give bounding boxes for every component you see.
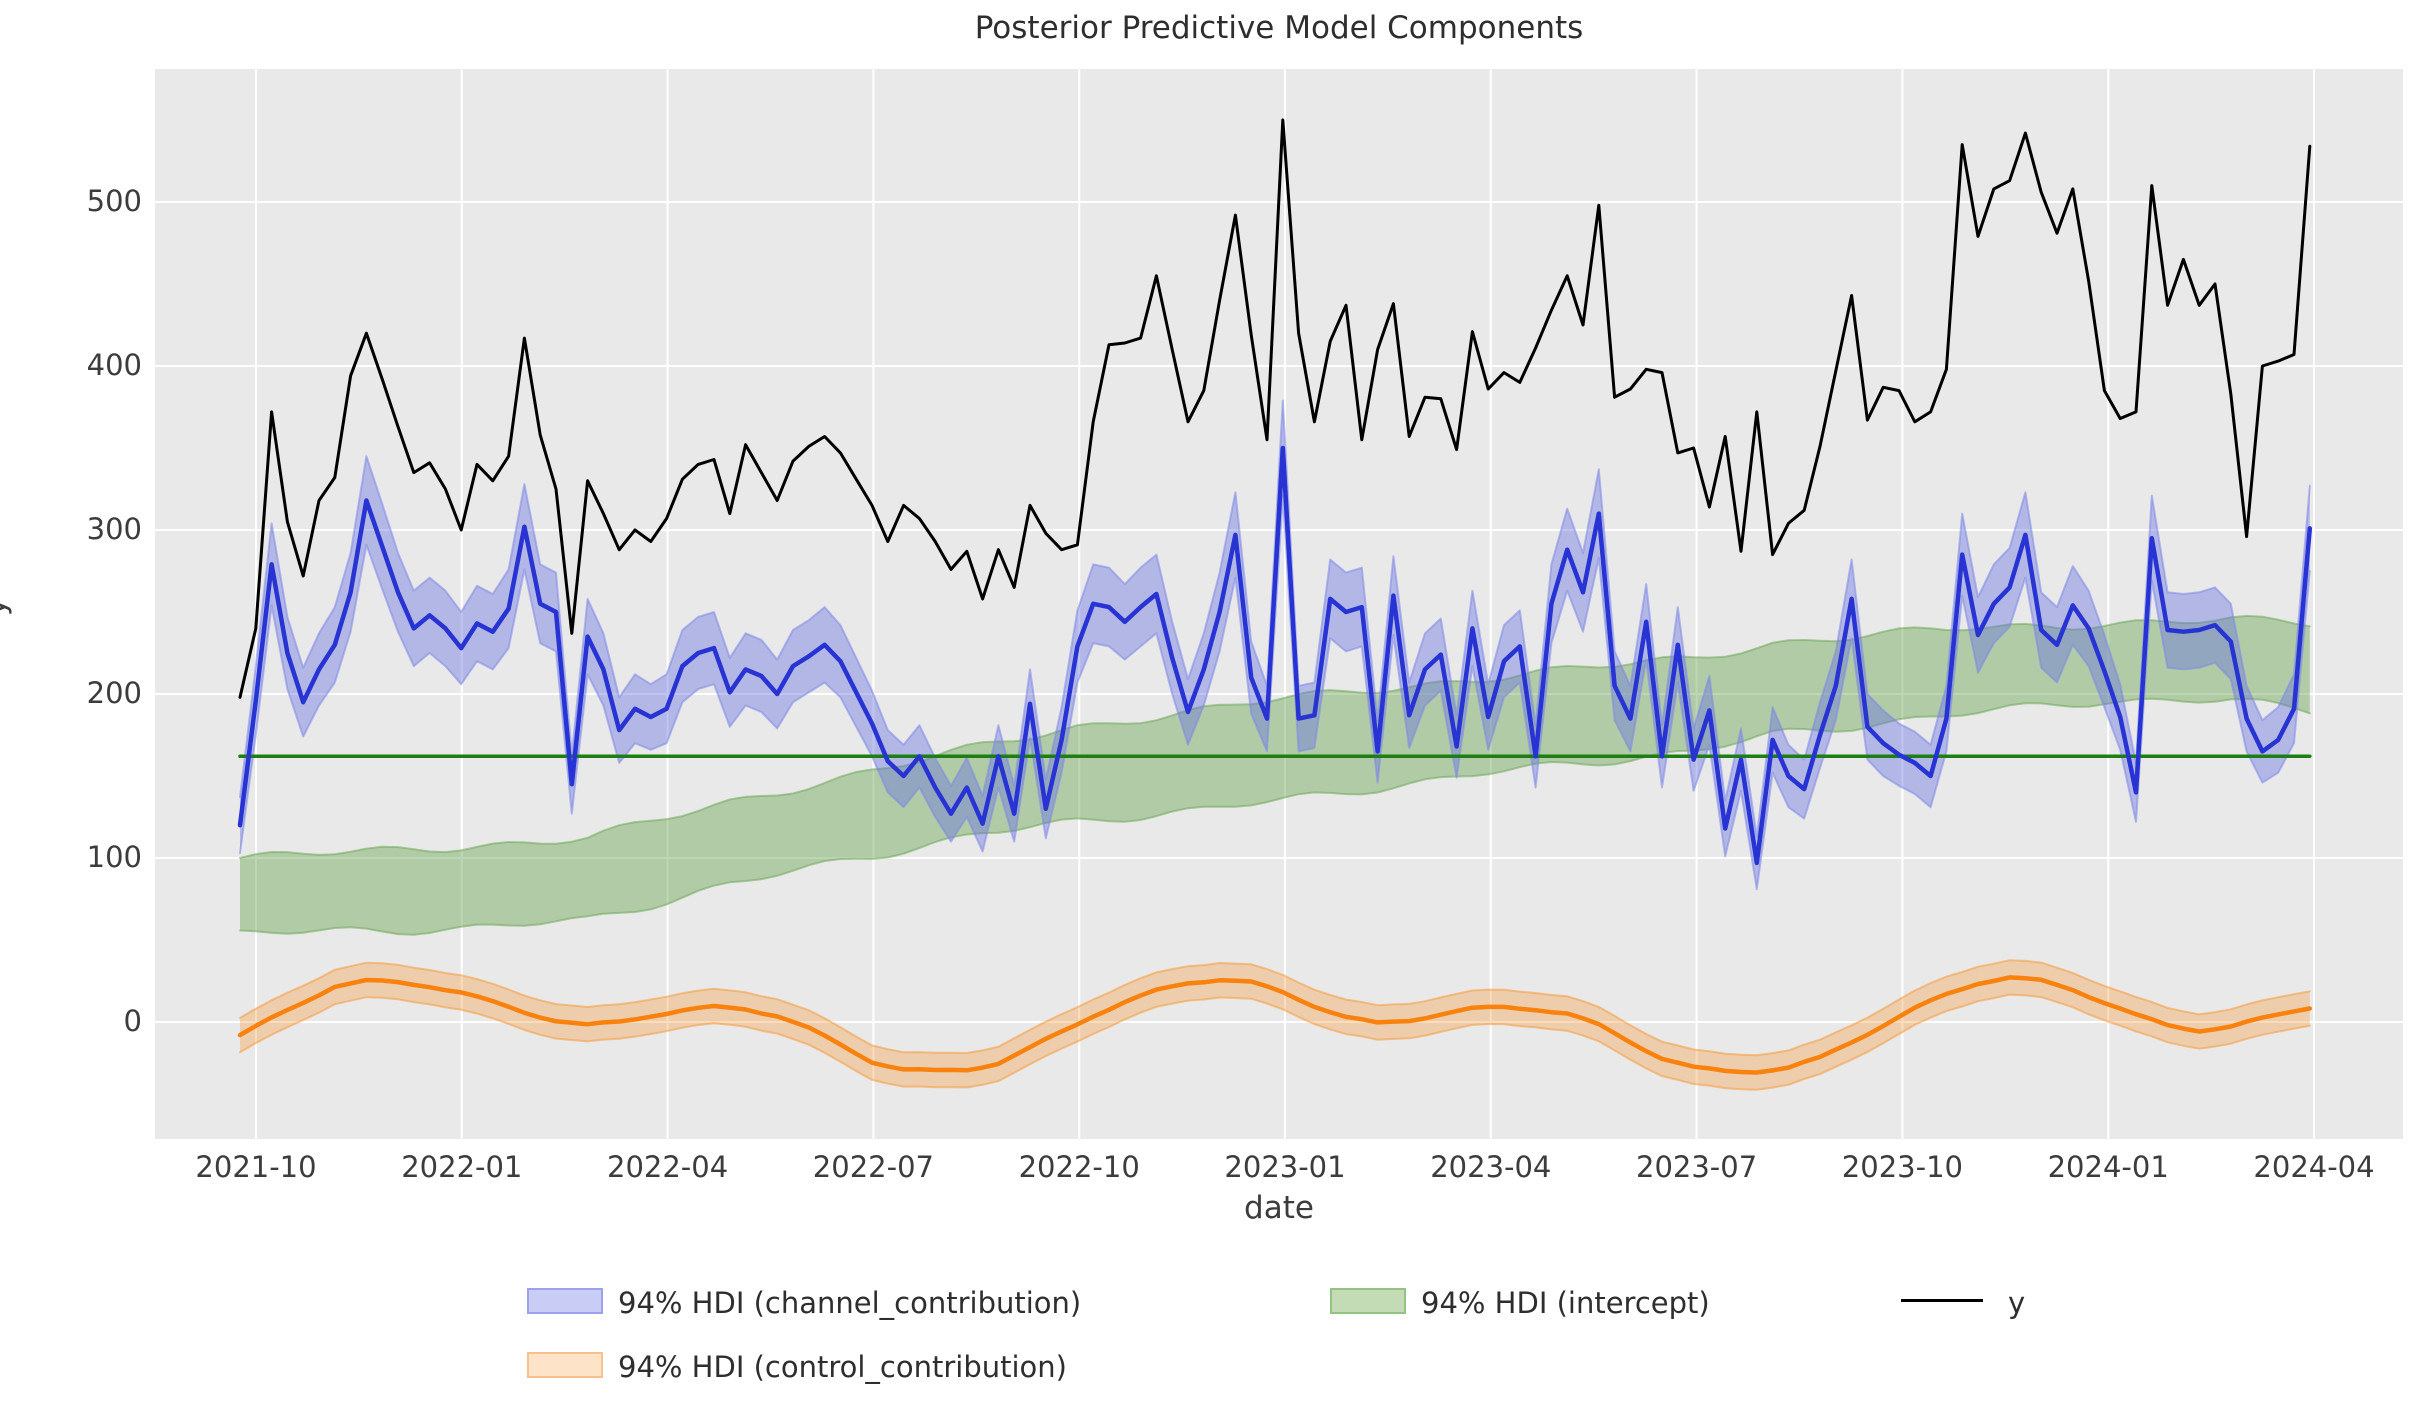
legend-label-channel: 94% HDI (channel_contribution) bbox=[618, 1286, 1082, 1320]
x-tick-2023-10: 2023-10 bbox=[1841, 1150, 1963, 1184]
y-axis-label: y bbox=[0, 598, 13, 616]
x-tick-2023-04: 2023-04 bbox=[1430, 1150, 1552, 1184]
x-tick-2022-01: 2022-01 bbox=[401, 1150, 523, 1184]
x-tick-2022-10: 2022-10 bbox=[1018, 1150, 1140, 1184]
y-tick-400: 400 bbox=[86, 348, 142, 382]
legend-swatch-channel bbox=[527, 1288, 603, 1314]
x-axis-label: date bbox=[1244, 1190, 1314, 1226]
x-tick-2021-10: 2021-10 bbox=[195, 1150, 317, 1184]
legend-label-y: y bbox=[2008, 1286, 2026, 1320]
legend-label-intercept: 94% HDI (intercept) bbox=[1421, 1286, 1710, 1320]
x-tick-2022-04: 2022-04 bbox=[607, 1150, 729, 1184]
x-tick-2023-01: 2023-01 bbox=[1224, 1150, 1346, 1184]
y-tick-300: 300 bbox=[86, 512, 142, 546]
legend-label-control: 94% HDI (control_contribution) bbox=[618, 1350, 1067, 1384]
chart-title: Posterior Predictive Model Components bbox=[974, 10, 1584, 46]
legend-swatch-control bbox=[527, 1352, 603, 1378]
x-tick-2022-07: 2022-07 bbox=[812, 1150, 934, 1184]
y-tick-0: 0 bbox=[123, 1004, 142, 1038]
x-tick-2024-04: 2024-04 bbox=[2253, 1150, 2375, 1184]
y-tick-100: 100 bbox=[86, 840, 142, 874]
legend-swatch-intercept bbox=[1330, 1288, 1406, 1314]
y-tick-500: 500 bbox=[86, 184, 142, 218]
legend-line-y bbox=[1901, 1299, 1983, 1302]
x-tick-2023-07: 2023-07 bbox=[1636, 1150, 1758, 1184]
x-tick-2024-01: 2024-01 bbox=[2047, 1150, 2169, 1184]
y-tick-200: 200 bbox=[86, 676, 142, 710]
